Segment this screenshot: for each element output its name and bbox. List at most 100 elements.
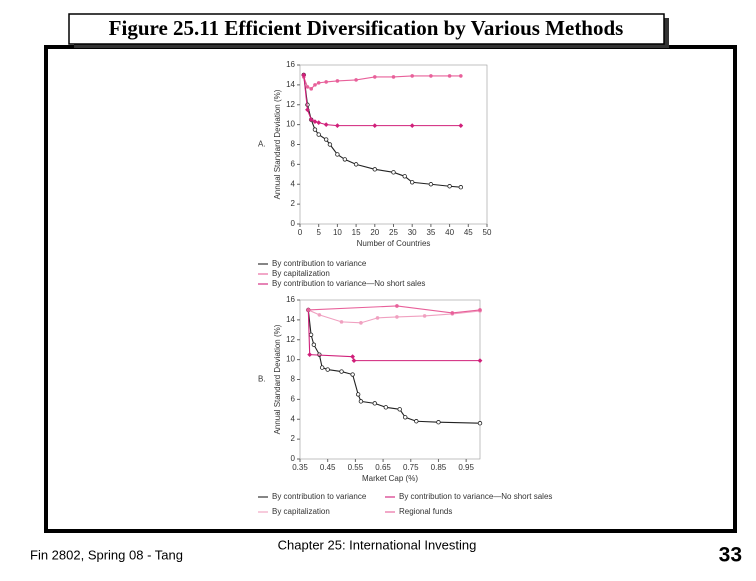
- marker: [447, 184, 452, 189]
- marker: [323, 137, 329, 142]
- footer-left: Fin 2802, Spring 08 - Tang: [30, 547, 183, 562]
- marker: [422, 314, 427, 318]
- x-tick-label: 35: [426, 228, 435, 237]
- legend-label: By contribution to variance: [272, 259, 367, 268]
- marker: [319, 365, 325, 370]
- marker: [311, 342, 317, 347]
- marker: [459, 74, 463, 78]
- marker: [335, 152, 340, 157]
- slide-title: Figure 25.11 Efficient Diversification b…: [109, 16, 624, 40]
- marker: [327, 142, 333, 147]
- marker: [409, 123, 415, 129]
- x-tick-label: 0.65: [375, 463, 391, 472]
- x-tick-label: 10: [333, 228, 342, 237]
- marker: [308, 117, 314, 123]
- marker: [428, 182, 434, 187]
- marker: [317, 313, 322, 317]
- marker: [312, 127, 318, 132]
- x-tick-label: 0.35: [292, 463, 308, 472]
- marker: [372, 123, 378, 129]
- y-tick-label: 12: [286, 100, 295, 109]
- y-tick-label: 14: [286, 315, 295, 324]
- y-tick-label: 2: [291, 434, 296, 443]
- marker: [342, 157, 348, 162]
- x-tick-label: 0.95: [458, 463, 474, 472]
- y-tick-label: 2: [291, 199, 296, 208]
- legend-label: By contribution to variance: [272, 492, 367, 501]
- x-tick-label: 45: [464, 228, 473, 237]
- legend-label: Regional funds: [399, 507, 452, 516]
- y-tick-label: 16: [286, 60, 295, 69]
- y-tick-label: 12: [286, 335, 295, 344]
- marker: [305, 85, 310, 89]
- marker: [403, 415, 408, 420]
- marker: [350, 354, 356, 360]
- marker: [359, 321, 363, 325]
- y-tick-label: 10: [286, 355, 295, 364]
- series-line: [303, 74, 461, 127]
- y-tick-label: 4: [291, 179, 296, 188]
- marker: [458, 185, 464, 190]
- marker: [477, 358, 483, 364]
- x-axis-label: Market Cap (%): [362, 474, 418, 483]
- y-tick-label: 6: [291, 394, 296, 403]
- marker: [306, 308, 311, 312]
- marker: [354, 78, 358, 82]
- y-tick-label: 6: [291, 159, 296, 168]
- marker: [313, 83, 317, 87]
- marker: [353, 162, 359, 167]
- title-box: [68, 13, 665, 45]
- x-tick-label: 0.55: [348, 463, 364, 472]
- y-tick-label: 0: [291, 219, 296, 228]
- y-tick-label: 4: [291, 414, 296, 423]
- marker: [391, 170, 396, 175]
- y-tick-label: 0: [291, 454, 296, 463]
- marker: [372, 401, 377, 406]
- marker: [350, 372, 355, 377]
- marker: [402, 174, 407, 179]
- legend-label: By contribution to variance—No short sal…: [272, 279, 425, 288]
- legend-label: By contribution to variance—No short sal…: [399, 492, 552, 501]
- marker: [373, 75, 377, 79]
- x-tick-label: 0: [298, 228, 303, 237]
- x-axis-label: Number of Countries: [357, 239, 431, 248]
- page-number: 33: [719, 544, 742, 567]
- x-tick-label: 20: [370, 228, 379, 237]
- x-tick-label: 25: [389, 228, 398, 237]
- marker: [410, 180, 415, 185]
- x-tick-label: 40: [445, 228, 454, 237]
- y-tick-label: 8: [291, 375, 296, 384]
- marker: [391, 75, 396, 79]
- marker: [335, 123, 340, 129]
- panel-label: B.: [258, 375, 266, 384]
- marker: [316, 81, 321, 85]
- legend-label: By capitalization: [272, 507, 330, 516]
- marker: [395, 315, 399, 319]
- marker: [323, 122, 329, 128]
- marker: [301, 72, 307, 78]
- marker: [414, 419, 419, 424]
- plot-area: [299, 299, 481, 460]
- marker: [305, 107, 310, 113]
- marker: [397, 407, 402, 412]
- marker: [477, 421, 483, 426]
- marker: [339, 320, 344, 324]
- marker: [429, 74, 433, 78]
- y-axis-label: Annual Standard Deviation (%): [273, 89, 282, 199]
- marker: [324, 80, 328, 84]
- marker: [450, 311, 455, 315]
- marker: [436, 420, 441, 425]
- y-tick-label: 16: [286, 295, 295, 304]
- series-line: [308, 305, 481, 314]
- marker: [312, 119, 318, 125]
- marker: [372, 167, 377, 172]
- marker: [308, 332, 314, 337]
- marker: [309, 87, 314, 91]
- y-tick-label: 14: [286, 80, 295, 89]
- x-tick-label: 0.45: [320, 463, 336, 472]
- marker: [325, 367, 330, 372]
- footer-center: Chapter 25: International Investing: [278, 537, 477, 552]
- y-tick-label: 10: [286, 120, 295, 129]
- marker: [447, 74, 452, 78]
